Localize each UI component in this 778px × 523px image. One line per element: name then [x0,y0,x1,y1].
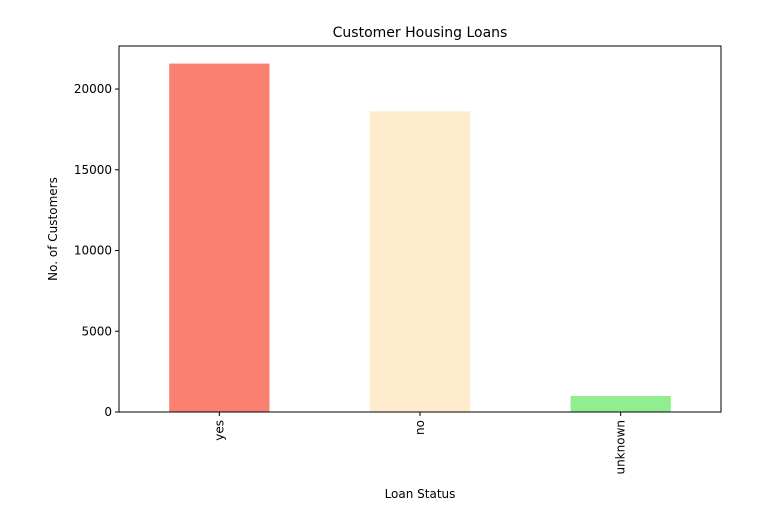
bars-group [169,63,671,413]
x-tick-label-yes: yes [212,420,226,441]
x-axis-label: Loan Status [385,487,456,501]
bar-unknown [570,396,671,412]
plot-frame [118,45,722,413]
bar-no [369,111,471,413]
x-axis: yes no unknown [212,412,628,475]
y-tick-label-15000: 15000 [74,163,112,177]
bar-yes [169,63,270,412]
y-tick-label-5000: 5000 [81,324,112,338]
y-tick-label-20000: 20000 [74,82,112,96]
chart-title: Customer Housing Loans [333,25,508,41]
y-axis-label: No. of Customers [46,177,60,281]
y-tick-label-10000: 10000 [74,244,112,258]
x-tick-label-unknown: unknown [614,420,628,475]
y-tick-label-0: 0 [104,405,112,419]
x-tick-label-no: no [413,420,427,435]
y-axis: 0 5000 10000 15000 20000 [74,82,119,419]
